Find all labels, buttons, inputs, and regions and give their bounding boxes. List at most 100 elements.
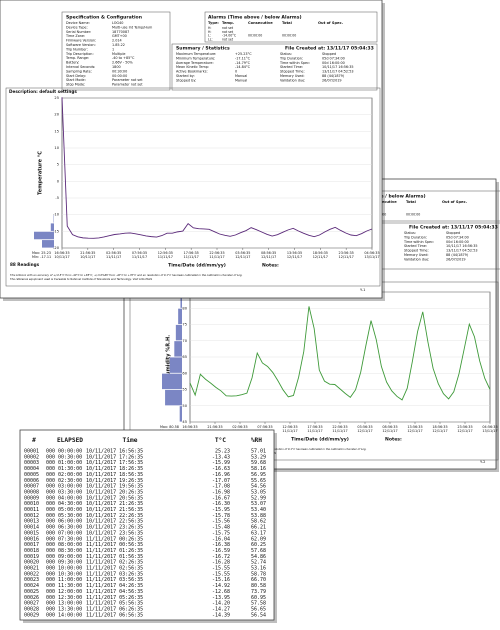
data-line [189, 306, 491, 401]
table-cell: 53.05 [251, 489, 266, 495]
field-label: Memory Used: [404, 253, 429, 257]
section-title: Summary / Statistics [176, 46, 230, 52]
x-tick-label: 12/11/17 [287, 255, 302, 259]
table-cell: -15.75 [212, 530, 230, 536]
field-value: LOG40 [112, 21, 123, 25]
field-value: 13/11/17 04:52:53 [322, 70, 354, 74]
table-cell: 11/11/2017 01:56:35 [86, 554, 143, 560]
table-cell: 10/11/2017 21:26:35 [86, 501, 143, 507]
x-tick-label: 11/11/17 [158, 255, 173, 259]
y-tick-label: -15 [53, 229, 59, 233]
table-cell: 11/11/2017 01:26:35 [86, 548, 143, 554]
table-cell: -15.55 [212, 571, 230, 577]
table-cell: 00010 [24, 501, 39, 507]
y-tick-label: 45 [182, 420, 187, 424]
y-tick-label: 70 [182, 339, 187, 343]
readings: 88 Readings [10, 262, 40, 267]
column-header: Temp. [222, 21, 234, 25]
alarm-cell: not set [222, 30, 234, 34]
x-tick-label: 07:56:35 [132, 251, 147, 255]
x-tick-label: 12/11/17 [407, 429, 422, 433]
table-cell: 10/11/2017 17:56:35 [86, 460, 143, 466]
table-cell: 00021 [24, 566, 39, 572]
table-cell: -16.63 [212, 466, 230, 472]
column-header: Consecutive [372, 200, 397, 204]
x-tick-label: 13/11/17 [364, 255, 379, 259]
field-value: 26/07/2019 [322, 78, 342, 82]
table-cell: -17.07 [212, 478, 230, 484]
notes: Notes: [385, 437, 402, 443]
y-tick-label: 15 [54, 129, 59, 133]
column-header: Consecutive [248, 21, 273, 25]
x-tick-label: 10/11/17 [54, 255, 69, 259]
x-tick-label: 23:56:35 [457, 425, 472, 429]
field-value: Parameter not set [112, 83, 143, 87]
table-cell: 56.95 [251, 472, 266, 478]
box [61, 11, 171, 91]
table-cell: 60.25 [251, 542, 266, 548]
x-tick-label: 08:56:35 [261, 251, 276, 255]
table-cell: 11/11/2017 03:56:35 [86, 577, 143, 583]
table-cell: 00003 [24, 460, 39, 466]
field-value: 18770087 [112, 30, 129, 34]
table-cell: 54.56 [251, 484, 266, 490]
x-tick-label: 12:56:35 [282, 425, 297, 429]
table-cell: 00014 [24, 525, 39, 531]
field-label: Device Type: [66, 25, 88, 29]
y-tick-label: -10 [53, 213, 60, 217]
y-tick-label: 25 [54, 96, 59, 100]
alarm-cell: 00:00:00 [406, 213, 420, 217]
max-label: Max: 80.58 [160, 425, 179, 429]
box [5, 87, 381, 287]
column-header: Total [282, 21, 292, 25]
x-tick-label: 12/11/17 [313, 255, 328, 259]
notes: Notes: [262, 263, 279, 269]
field-label: Time Zone: [65, 34, 85, 38]
alarm-cell: 00:00:00 [282, 34, 296, 38]
y-tick-label: 65 [182, 355, 187, 359]
field-label: Average Temperature: [176, 61, 214, 65]
x-tick-label: 11/11/17 [209, 255, 224, 259]
histogram-bar [162, 373, 182, 390]
table-cell: 10/11/2017 16:56:35 [86, 449, 143, 455]
table-cell: 000 10:00:00 [46, 566, 82, 572]
histogram-bar [180, 292, 182, 308]
column-header: Time [123, 436, 138, 444]
column-header: %RH [251, 437, 262, 444]
table-cell: 000 05:00:00 [46, 507, 82, 513]
table-cell: 73.79 [251, 589, 266, 595]
field-value: 2.66V - 50% [112, 61, 134, 65]
x-tick-label: 11/11/17 [132, 255, 147, 259]
table-cell: 00013 [24, 519, 39, 525]
table-cell: 10/11/2017 19:56:35 [86, 484, 143, 490]
table-cell: 00026 [24, 595, 39, 601]
footnote: This LOGxxx with an accuracy of +/-0.5°C… [10, 273, 243, 277]
min-label: Min: -17.11 [32, 255, 51, 259]
table-cell: 10/11/2017 20:56:35 [86, 495, 143, 501]
x-tick-label: 12:56:35 [158, 251, 173, 255]
histogram-bar [178, 308, 182, 325]
field-value: Stopped [446, 231, 460, 235]
table-cell: 000 06:00:00 [46, 519, 82, 525]
x-tick-label: 11/11/17 [282, 429, 297, 433]
table-cell: 25.23 [215, 449, 230, 455]
table-cell: 00029 [24, 612, 39, 618]
table-cell: 11/11/2017 04:56:35 [86, 589, 143, 595]
page-number: Y-1 [360, 288, 365, 292]
field-value: 00d 16:00:00 [446, 240, 469, 244]
max-label: Max: 25.23 [32, 251, 51, 255]
table-cell: -16.98 [212, 489, 230, 495]
x-tick-label: 02:56:35 [232, 425, 247, 429]
table-cell: 000 13:00:00 [46, 601, 82, 607]
field-label: Software Version: [66, 43, 96, 47]
table-cell: 000 09:00:00 [46, 554, 82, 560]
field-label: Stopped Time: [280, 70, 305, 74]
y-tick-label: 55 [182, 388, 187, 392]
histogram-bar [179, 406, 182, 422]
table-cell: 62.09 [251, 536, 266, 542]
field-label: Start Mode: [66, 78, 86, 82]
table-cell: 00019 [24, 554, 39, 560]
table-cell: 58.16 [251, 466, 266, 472]
field-value: 05d 07:34:00 [322, 56, 345, 60]
